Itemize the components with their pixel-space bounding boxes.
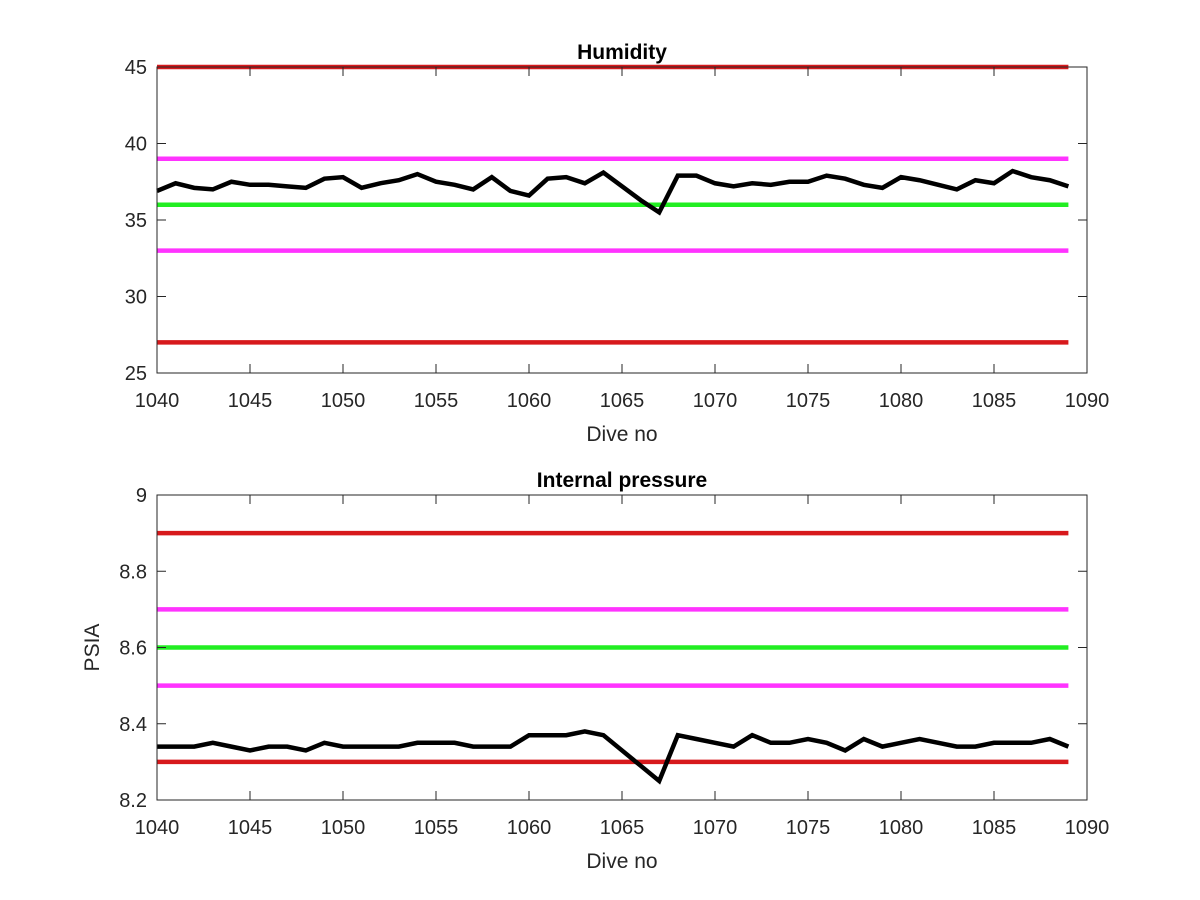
internal-pressure-x-tick-label: 1050 [321,817,366,839]
humidity-y-tick-label: 45 [125,57,147,79]
humidity-chart-title: Humidity [577,41,667,64]
internal-pressure-x-tick-label: 1055 [414,817,459,839]
humidity-y-tick-label: 40 [125,134,147,156]
internal-pressure-series-line-0 [157,729,1070,785]
humidity-x-tick-label: 1085 [972,390,1017,412]
internal-pressure-x-tick-label: 1045 [228,817,273,839]
humidity-x-tick-label: 1090 [1065,390,1110,412]
humidity-x-tick-label: 1050 [321,390,366,412]
humidity-y-tick-label: 30 [125,287,147,309]
internal-pressure-x-tick-label: 1090 [1065,817,1110,839]
internal-pressure-x-tick-label: 1080 [879,817,924,839]
internal-pressure-x-tick-label: 1060 [507,817,552,839]
humidity-x-tick-label: 1055 [414,390,459,412]
humidity-y-tick-label: 35 [125,210,147,232]
internal-pressure-x-tick-label: 1085 [972,817,1017,839]
internal-pressure-y-tick-label: 8.8 [119,561,147,583]
internal-pressure-x-axis-label: Dive no [586,850,657,873]
internal-pressure-chart-title: Internal pressure [537,469,707,492]
humidity-x-tick-label: 1080 [879,390,924,412]
humidity-x-tick-label: 1060 [507,390,552,412]
internal-pressure-x-tick-label: 1075 [786,817,831,839]
internal-pressure-y-tick-label: 8.2 [119,790,147,812]
humidity-x-tick-label: 1065 [600,390,645,412]
internal-pressure-y-tick-label: 9 [136,485,147,507]
internal-pressure-x-tick-label: 1065 [600,817,645,839]
internal-pressure-y-axis-label: PSIA [81,624,104,672]
humidity-plot-area [157,67,1087,373]
humidity-x-axis-label: Dive no [586,423,657,446]
humidity-series-line-0 [156,168,1070,216]
humidity-panel: 1040 1045 1050 1055 1060 1065 1070 1075 1080 1085… [125,41,1110,446]
humidity-x-tick-label: 1045 [228,390,273,412]
internal-pressure-y-tick-label: 8.6 [119,638,147,660]
humidity-y-tick-label: 25 [125,363,147,385]
internal-pressure-x-tick-label: 1040 [135,817,180,839]
humidity-x-tick-label: 1075 [786,390,831,412]
humidity-x-tick-label: 1040 [135,390,180,412]
internal-pressure-x-tick-label: 1070 [693,817,738,839]
internal-pressure-y-tick-label: 8.4 [119,714,147,736]
humidity-x-tick-label: 1070 [693,390,738,412]
internal-pressure-panel: 1040 1045 1050 1055 1060 1065 1070 1075 1080 1085… [81,469,1109,873]
